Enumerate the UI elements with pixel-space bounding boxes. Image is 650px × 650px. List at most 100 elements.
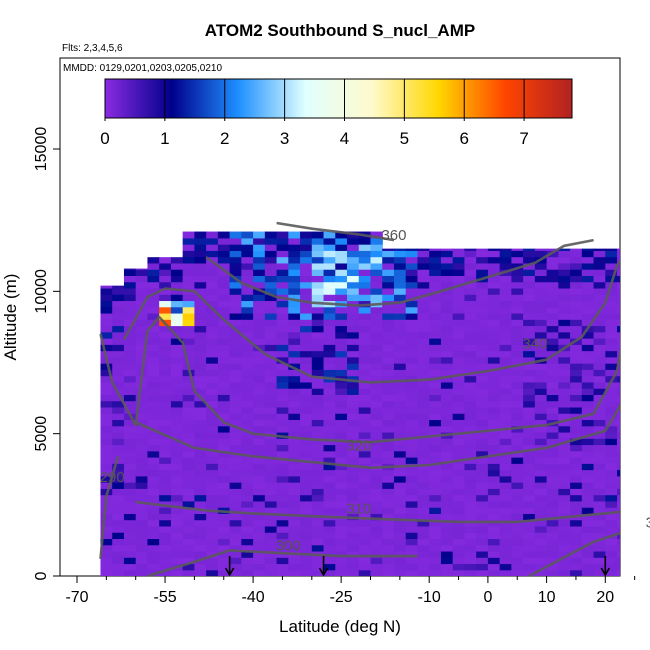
theta-contour-330 — [99, 315, 620, 444]
heatmap-cell — [288, 344, 301, 352]
heatmap-cell — [405, 425, 419, 433]
heatmap-cell — [276, 300, 289, 308]
heatmap-cell — [112, 488, 125, 496]
heatmap-cell — [335, 406, 348, 414]
heatmap-cell — [135, 563, 149, 571]
heatmap-cell — [558, 287, 571, 295]
heatmap-cell — [300, 400, 313, 408]
heatmap-cell — [570, 369, 583, 377]
heatmap-cell — [159, 406, 172, 414]
heatmap-cell — [288, 419, 301, 427]
heatmap-cell — [347, 375, 360, 383]
heatmap-cell — [405, 319, 419, 327]
heatmap-cell — [511, 507, 524, 514]
heatmap-cell — [123, 538, 137, 546]
heatmap-cell — [429, 488, 442, 496]
heatmap-cell — [429, 519, 442, 527]
heatmap-cell — [370, 431, 383, 439]
heatmap-cell — [170, 375, 184, 383]
heatmap-cell — [534, 463, 548, 471]
heatmap-cell — [382, 563, 395, 571]
heatmap-cell — [382, 338, 395, 345]
heatmap-cell — [194, 244, 207, 251]
heatmap-cell — [617, 331, 620, 339]
heatmap-cell — [629, 388, 641, 395]
heatmap-cell — [206, 400, 219, 408]
heatmap-cell — [452, 312, 466, 320]
heatmap-cell — [323, 500, 336, 508]
heatmap-cell — [159, 369, 172, 377]
heatmap-cell — [370, 369, 383, 377]
heatmap-cell — [170, 312, 184, 320]
heatmap-cell — [476, 413, 489, 421]
heatmap-cell — [288, 381, 301, 389]
heatmap-cell — [452, 388, 466, 395]
heatmap-cell — [605, 344, 618, 352]
heatmap-cell — [476, 431, 489, 439]
heatmap-cell — [581, 344, 595, 352]
heatmap-cell — [534, 344, 548, 352]
heatmap-cell — [429, 356, 442, 364]
heatmap-cell — [135, 325, 149, 333]
heatmap-cell — [417, 256, 430, 264]
heatmap-cell — [440, 482, 454, 489]
heatmap-cell — [452, 463, 466, 471]
heatmap-cell — [300, 319, 313, 327]
heatmap-cell — [523, 306, 536, 314]
heatmap-cell — [405, 250, 419, 258]
heatmap-cell — [147, 488, 160, 496]
heatmap-cell — [123, 494, 137, 502]
heatmap-cell — [100, 388, 113, 395]
heatmap-cell — [499, 325, 512, 333]
heatmap-cell — [323, 287, 336, 295]
heatmap-cell — [476, 319, 489, 327]
heatmap-cell — [534, 381, 548, 389]
heatmap-cell — [534, 544, 548, 552]
heatmap-cell — [629, 526, 641, 533]
heatmap-cell — [629, 520, 641, 527]
heatmap-cell — [323, 294, 336, 302]
heatmap-cell — [182, 525, 195, 533]
heatmap-cell — [264, 444, 278, 452]
heatmap-cell — [241, 544, 254, 552]
heatmap-cell — [464, 419, 477, 427]
heatmap-cell — [170, 394, 184, 402]
heatmap-cell — [100, 438, 113, 446]
heatmap-cell — [288, 557, 301, 565]
heatmap-cell — [335, 287, 348, 295]
heatmap-cell — [123, 438, 137, 446]
heatmap-cell — [605, 394, 618, 402]
heatmap-cell — [393, 262, 407, 270]
heatmap-cell — [382, 532, 395, 540]
heatmap-cell — [358, 525, 372, 533]
heatmap-cell — [347, 488, 360, 496]
heatmap-cell — [229, 369, 242, 377]
heatmap-cell — [440, 438, 454, 446]
heatmap-cell — [534, 431, 548, 439]
heatmap-cell — [629, 426, 641, 433]
heatmap-cell — [429, 532, 442, 540]
heatmap-cell — [112, 363, 125, 370]
heatmap-cell — [300, 463, 313, 471]
heatmap-cell — [147, 287, 160, 295]
heatmap-cell — [335, 444, 348, 452]
heatmap-cell — [405, 400, 419, 408]
heatmap-cell — [241, 300, 254, 308]
heatmap-cell — [546, 569, 559, 576]
heatmap-cell — [617, 457, 620, 464]
heatmap-cell — [229, 237, 242, 245]
heatmap-cell — [370, 331, 383, 339]
heatmap-cell — [523, 550, 536, 558]
heatmap-cell — [182, 388, 195, 395]
heatmap-cell — [464, 557, 477, 565]
heatmap-cell — [358, 319, 372, 327]
heatmap-cell — [629, 369, 641, 376]
x-axis: -70-55-40-25-1001020304050607080 — [65, 576, 636, 606]
heatmap-cell — [347, 532, 360, 540]
heatmap-cell — [123, 338, 137, 345]
heatmap-cell — [253, 425, 266, 433]
heatmap-cell — [570, 319, 583, 327]
heatmap-cell — [159, 281, 172, 289]
heatmap-cell — [206, 338, 219, 345]
heatmap-cell — [440, 513, 454, 521]
